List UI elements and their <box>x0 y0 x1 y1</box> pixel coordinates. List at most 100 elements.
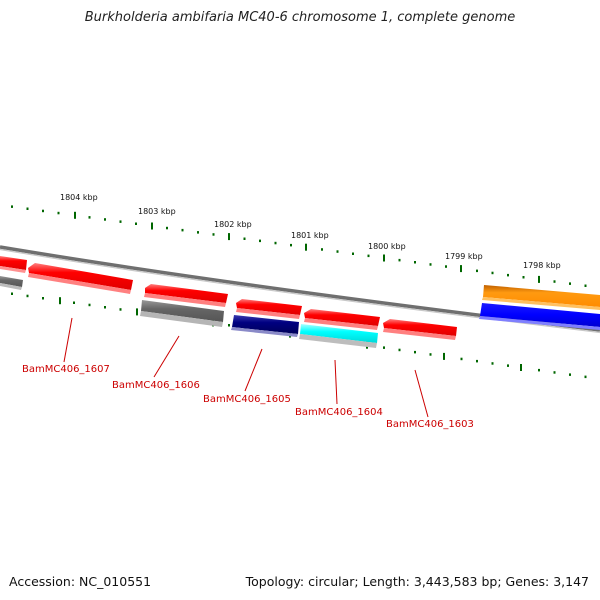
gene-label-bammc406-1603: BamMC406_1603 <box>386 419 474 430</box>
inner-minor-tick <box>398 348 401 352</box>
outer-minor-tick <box>243 237 246 240</box>
gene-feature-bammc406-1605-red <box>236 299 302 319</box>
genome-summary-text: Topology: circular; Length: 3,443,583 bp… <box>245 574 589 589</box>
outer-minor-tick <box>553 280 556 283</box>
gene-feature-bammc406-1604-red <box>304 309 380 330</box>
outer-major-tick <box>151 222 153 230</box>
leader-line-1605 <box>244 348 263 392</box>
outer-minor-tick <box>429 263 432 266</box>
outer-minor-tick <box>445 265 447 268</box>
inner-minor-tick <box>11 292 13 295</box>
outer-major-tick <box>383 254 385 262</box>
gene-label-bammc406-1605: BamMC406_1605 <box>203 394 291 405</box>
outer-major-tick <box>74 211 76 219</box>
inner-minor-tick <box>42 297 44 300</box>
outer-minor-tick <box>57 211 60 215</box>
gene-feature-blue-right <box>479 303 600 330</box>
inner-minor-tick <box>584 375 587 379</box>
outer-minor-tick <box>336 250 339 253</box>
inner-minor-tick <box>460 357 463 361</box>
gene-feature-grey-left-edge <box>0 276 23 290</box>
outer-minor-tick <box>491 271 494 275</box>
outer-minor-tick <box>321 248 323 251</box>
outer-major-tick <box>538 275 540 283</box>
inner-minor-tick <box>429 353 432 356</box>
outer-major-tick <box>228 233 230 241</box>
gene-feature-bammc406-1605-navy <box>231 315 299 337</box>
outer-minor-tick <box>119 220 122 223</box>
inner-minor-tick <box>119 308 122 311</box>
gene-feature-bammc406-1606-grey <box>140 300 224 327</box>
forward-strand-features <box>0 256 27 290</box>
inner-minor-tick <box>538 368 540 372</box>
outer-minor-tick <box>290 243 292 247</box>
outer-minor-tick <box>398 258 401 262</box>
gene-label-bammc406-1607: BamMC406_1607 <box>22 364 110 375</box>
inner-minor-tick <box>553 371 556 374</box>
scale-labels: 1804 kbp 1803 kbp 1802 kbp 1801 kbp 1800… <box>60 193 561 270</box>
scale-label-1804: 1804 kbp <box>60 193 98 202</box>
outer-minor-tick <box>476 269 478 273</box>
outer-minor-tick <box>11 205 13 208</box>
outer-minor-tick <box>259 239 261 243</box>
gene-label-bammc406-1606: BamMC406_1606 <box>112 380 200 391</box>
outer-minor-tick <box>367 254 370 258</box>
inner-minor-tick <box>104 306 106 309</box>
gene-label-leaders <box>63 317 429 418</box>
gene-labels: BamMC406_1607 BamMC406_1606 BamMC406_160… <box>22 364 474 430</box>
gene-feature-bammc406-1606-red <box>144 284 228 307</box>
scale-label-1798: 1798 kbp <box>523 261 561 270</box>
outer-minor-tick <box>507 273 509 277</box>
inner-minor-tick <box>569 373 571 376</box>
outer-minor-tick <box>584 284 587 287</box>
scale-label-1801: 1801 kbp <box>291 231 329 240</box>
inner-minor-tick <box>491 362 494 365</box>
scale-label-1802: 1802 kbp <box>214 220 252 229</box>
gene-feature-bammc406-1604-cyan <box>299 324 378 348</box>
inner-major-tick <box>59 297 61 305</box>
inner-major-tick <box>136 308 138 316</box>
inner-minor-tick <box>383 346 385 349</box>
gene-feature-bammc406-1607 <box>28 263 133 294</box>
scale-label-1803: 1803 kbp <box>138 207 176 216</box>
gene-feature-orange-right <box>482 285 600 310</box>
inner-major-tick <box>520 364 522 371</box>
outer-minor-tick <box>414 261 416 264</box>
inner-minor-tick <box>476 359 478 363</box>
inner-minor-tick <box>73 301 75 304</box>
outer-minor-tick <box>104 218 106 221</box>
outer-minor-tick <box>181 228 184 232</box>
outer-minor-tick <box>26 207 29 210</box>
leader-line-1607 <box>63 317 73 363</box>
outer-minor-tick <box>352 252 354 255</box>
inner-minor-tick <box>88 303 91 307</box>
gene-feature-bammc406-1603 <box>383 319 457 340</box>
inner-minor-tick <box>507 364 509 367</box>
map-title: Burkholderia ambifaria MC40-6 chromosome… <box>84 10 516 25</box>
outer-minor-tick <box>274 241 277 245</box>
outer-scale-ticks <box>11 205 587 287</box>
outer-minor-tick <box>135 222 137 225</box>
scale-label-1800: 1800 kbp <box>368 242 406 251</box>
outer-major-tick <box>305 243 307 251</box>
gene-label-bammc406-1604: BamMC406_1604 <box>295 407 383 418</box>
inner-major-tick <box>443 352 445 360</box>
outer-minor-tick <box>569 282 571 285</box>
leader-line-1606 <box>153 335 180 378</box>
outer-minor-tick <box>197 231 199 234</box>
outer-minor-tick <box>522 276 525 279</box>
scale-label-1799: 1799 kbp <box>445 252 483 261</box>
inner-minor-tick <box>414 350 416 354</box>
leader-line-1603 <box>414 369 429 418</box>
leader-line-1604 <box>334 359 338 405</box>
outer-minor-tick <box>42 209 44 213</box>
accession-text: Accession: NC_010551 <box>9 574 152 589</box>
outer-minor-tick <box>88 216 91 219</box>
outer-minor-tick <box>212 233 215 236</box>
inner-minor-tick <box>26 294 29 298</box>
outer-major-tick <box>460 265 462 273</box>
gene-feature-red-left-edge <box>0 256 27 273</box>
inner-minor-tick <box>228 324 230 327</box>
outer-minor-tick <box>166 226 168 230</box>
